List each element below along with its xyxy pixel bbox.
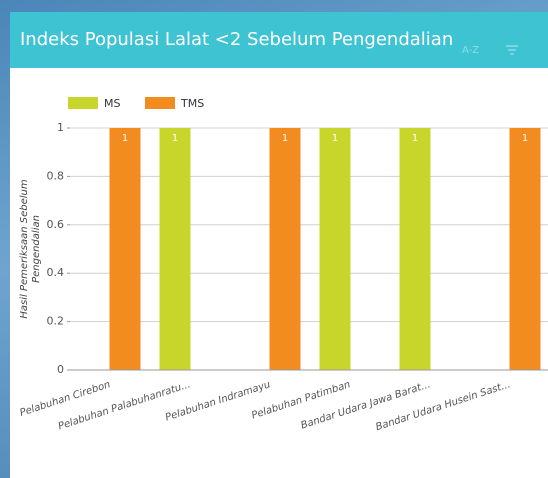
data-label: 1 (522, 133, 528, 144)
bar (319, 128, 351, 370)
y-tick-label: 0.8 (47, 169, 65, 182)
bar (399, 128, 431, 370)
y-tick-label: 0.4 (47, 266, 65, 279)
data-label: 1 (412, 133, 418, 144)
y-axis-label-line: Hasil Pemeriksaan Sebelum (19, 179, 30, 318)
sort-button[interactable]: A-Z (462, 45, 479, 56)
y-tick-label: 1 (57, 121, 64, 134)
data-label: 1 (122, 133, 128, 144)
legend-swatch (145, 97, 175, 109)
legend-label: MS (104, 97, 120, 110)
bar (109, 128, 141, 370)
chart-title: Indeks Populasi Lalat <2 Sebelum Pengend… (20, 29, 453, 50)
data-label: 1 (282, 133, 288, 144)
y-tick-label: 0.6 (47, 218, 65, 231)
data-label: 1 (172, 133, 178, 144)
card-header (10, 12, 548, 68)
bar (509, 128, 541, 370)
y-tick-label: 0 (57, 363, 64, 376)
legend-label: TMS (180, 97, 204, 110)
data-label: 1 (332, 133, 338, 144)
bar (159, 128, 191, 370)
y-axis-label: Hasil Pemeriksaan SebelumPengendalian (19, 179, 42, 318)
legend-swatch (68, 97, 98, 109)
y-axis-label-line: Pengendalian (31, 215, 42, 283)
bar (269, 128, 301, 370)
y-tick-label: 0.2 (47, 315, 65, 328)
filter-button[interactable] (506, 45, 518, 55)
